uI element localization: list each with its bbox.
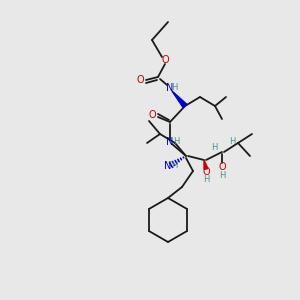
Text: O: O [136,75,144,85]
Text: N: N [164,161,172,171]
Text: H: H [219,172,225,181]
Polygon shape [172,91,187,108]
Text: H: H [211,143,217,152]
Text: N: N [166,137,174,147]
Text: H: H [173,137,179,146]
Text: O: O [161,55,169,65]
Text: H: H [171,161,177,170]
Polygon shape [204,160,208,169]
Text: H: H [229,137,235,146]
Text: N: N [166,83,174,93]
Text: O: O [148,110,156,120]
Text: O: O [218,162,226,172]
Text: H: H [171,83,177,92]
Text: O: O [202,167,210,177]
Text: H: H [203,176,209,184]
